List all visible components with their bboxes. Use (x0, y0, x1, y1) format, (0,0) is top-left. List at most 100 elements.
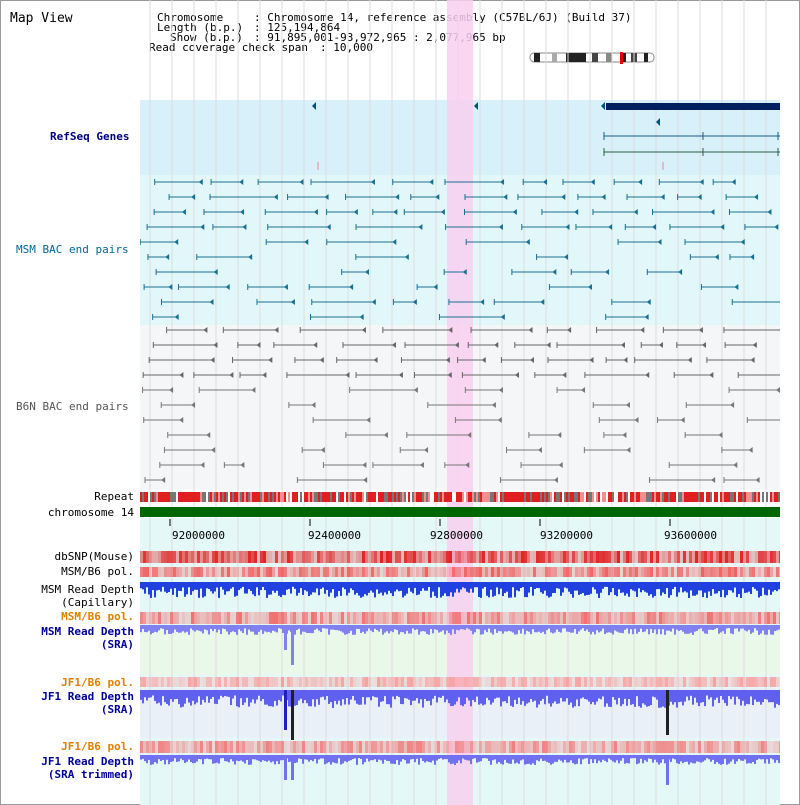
heat-cell (548, 741, 551, 753)
heat-cell (695, 612, 698, 624)
heat-cell (308, 612, 311, 624)
heat-cell (254, 677, 257, 687)
bac-end-arrow (638, 179, 643, 185)
heat-cell (341, 567, 344, 577)
heat-cell (173, 677, 176, 687)
depth-bar (174, 690, 176, 700)
repeat-block (520, 492, 522, 502)
chromosome-ideogram[interactable] (528, 52, 658, 64)
depth-bar (626, 582, 628, 594)
refseq-genes-label: RefSeq Genes (50, 130, 130, 143)
depth-bar (478, 625, 480, 630)
depth-bar (324, 690, 326, 700)
bac-end-arrow (697, 194, 702, 200)
heat-cell (392, 567, 395, 577)
depth-bar (182, 755, 184, 761)
depth-bar (566, 582, 568, 589)
heat-cell (140, 551, 143, 563)
heat-cell (308, 677, 311, 687)
depth-bar (360, 625, 362, 634)
depth-bar (434, 582, 436, 597)
heat-cell (344, 567, 347, 577)
depth-bar (540, 755, 542, 759)
depth-bar (574, 690, 576, 707)
depth-bar (260, 625, 262, 630)
heat-cell (359, 741, 362, 753)
depth-bar (224, 625, 226, 630)
depth-bar (252, 755, 254, 760)
heat-cell (233, 677, 236, 687)
depth-bar (330, 690, 332, 703)
depth-bar (504, 755, 506, 760)
depth-bar (422, 582, 424, 589)
heat-cell (635, 677, 638, 687)
depth-bar (702, 582, 704, 598)
depth-bar (488, 690, 490, 701)
depth-bar (518, 582, 520, 592)
depth-bar (638, 755, 640, 764)
depth-bar (640, 582, 642, 593)
heat-cell (284, 567, 287, 577)
heat-cell (611, 612, 614, 624)
depth-bar (386, 625, 388, 632)
bac-end-arrow (561, 194, 566, 200)
heat-cell (539, 567, 542, 577)
heat-cell (683, 677, 686, 687)
heat-cell (221, 741, 224, 753)
depth-bar (598, 690, 600, 699)
heat-cell (461, 612, 464, 624)
heat-cell (668, 741, 671, 753)
heat-cell (362, 567, 365, 577)
heat-cell (389, 612, 392, 624)
coverage-value: : 10,000 (320, 41, 373, 54)
depth-bar (196, 690, 198, 703)
heat-cell (389, 741, 392, 753)
heat-cell (353, 741, 356, 753)
heat-cell (728, 741, 731, 753)
depth-bar (242, 755, 244, 762)
depth-bar (332, 755, 334, 763)
depth-bar (662, 755, 664, 760)
depth-bar (552, 582, 554, 594)
depth-bar (702, 755, 704, 762)
heat-cell (323, 567, 326, 577)
heat-cell (749, 551, 752, 563)
depth-bar (194, 690, 196, 705)
heat-cell (179, 612, 182, 624)
depth-bar (778, 582, 780, 590)
heat-cell (452, 677, 455, 687)
depth-bar (418, 625, 420, 635)
repeat-block (340, 492, 342, 502)
depth-bar (248, 582, 250, 590)
depth-bar (614, 690, 616, 700)
depth-bar (502, 690, 504, 702)
heat-cell (458, 567, 461, 577)
depth-bar (242, 625, 244, 634)
heat-cell (428, 567, 431, 577)
heat-cell (239, 551, 242, 563)
genome-track-canvas[interactable] (140, 0, 780, 805)
depth-bar (378, 582, 380, 594)
heat-cell (146, 741, 149, 753)
depth-bar (492, 755, 494, 761)
depth-bar (774, 755, 776, 763)
heat-cell (254, 567, 257, 577)
depth-bar (720, 755, 722, 765)
depth-bar (316, 690, 318, 700)
depth-bar (550, 582, 552, 597)
bac-end-arrow (625, 402, 630, 408)
depth-bar (650, 582, 652, 595)
heat-cell (278, 567, 281, 577)
depth-bar (398, 625, 400, 635)
repeat-block (456, 492, 458, 502)
depth-bar (758, 690, 760, 702)
heat-cell (275, 677, 278, 687)
repeat-block (286, 492, 288, 502)
heat-cell (149, 551, 152, 563)
heat-cell (518, 612, 521, 624)
repeat-block (262, 492, 264, 502)
repeat-block (166, 492, 168, 502)
repeat-block (642, 492, 644, 502)
heat-cell (569, 567, 572, 577)
depth-bar (586, 755, 588, 759)
